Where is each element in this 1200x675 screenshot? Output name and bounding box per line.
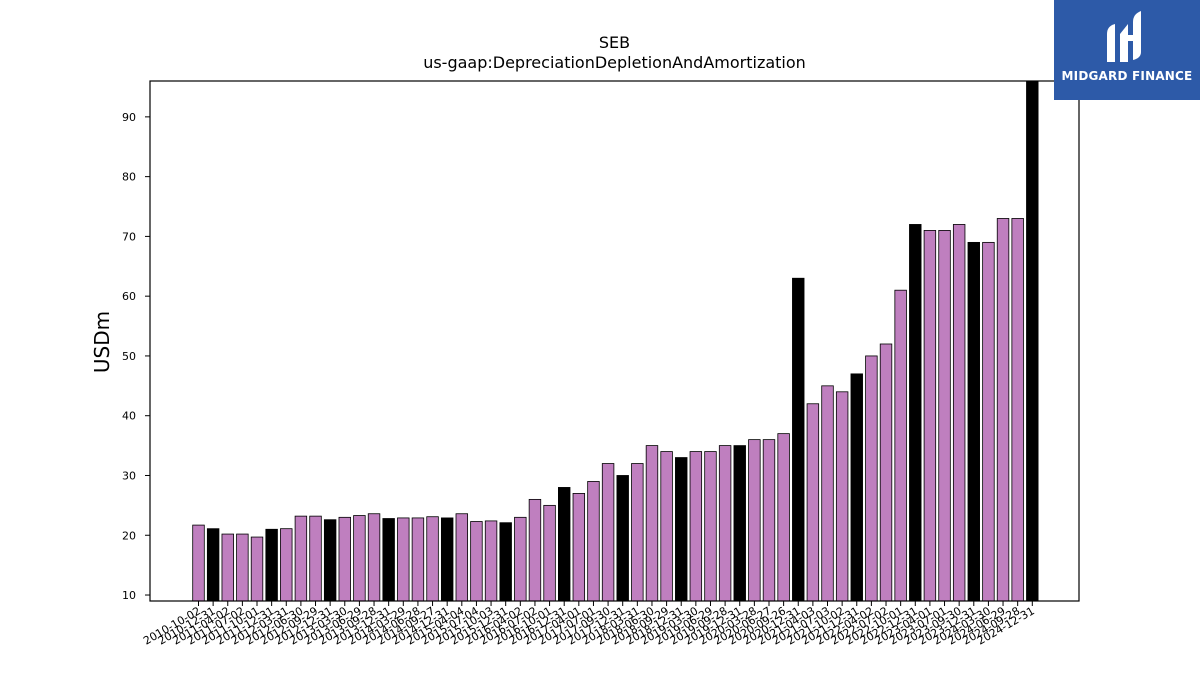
bar-2024-09-28: [1011, 218, 1024, 602]
y-tick-label: 50: [122, 350, 136, 363]
bar-2014-09-27: [426, 516, 439, 602]
bar-2015-10-03: [484, 520, 498, 602]
chart-title: SEB: [599, 33, 630, 52]
bar-2023-07-01: [938, 230, 951, 602]
y-tick-label: 30: [122, 469, 136, 482]
bar-2013-12-31: [382, 518, 395, 602]
bar-2018-09-29: [660, 451, 673, 602]
bar-2019-03-30: [689, 451, 703, 602]
bar-2012-06-30: [294, 515, 308, 602]
bar-2010-12-31: [206, 528, 220, 602]
bar-2020-12-31: [792, 277, 805, 602]
bar-2024-06-29: [996, 218, 1010, 602]
bar-2017-07-01: [587, 481, 600, 602]
bar-2011-07-02: [236, 533, 249, 602]
bar-2016-07-02: [528, 498, 542, 602]
bar-2019-06-29: [704, 451, 717, 602]
midgard-logo-icon: [1107, 11, 1141, 62]
bar-2018-03-31: [631, 463, 644, 602]
bar-2016-12-31: [558, 487, 571, 602]
y-tick-label: 40: [122, 410, 136, 423]
bar-2016-04-02: [514, 516, 527, 602]
plot-frame: [149, 80, 1080, 602]
bar-2022-07-02: [879, 343, 893, 602]
bar-2011-10-01: [250, 536, 264, 602]
bar-2023-09-30: [952, 224, 966, 602]
bar-2013-06-29: [353, 515, 366, 602]
bar-2013-03-30: [338, 516, 351, 602]
midgard-finance-logo: MIDGARD FINANCE: [1054, 0, 1200, 100]
bar-2017-04-01: [572, 493, 586, 602]
bar-2011-04-02: [221, 533, 234, 602]
bars-group: [192, 80, 1039, 602]
bar-2021-10-02: [835, 391, 849, 602]
bar-2021-04-03: [806, 403, 820, 602]
y-axis-label: USDm: [90, 311, 114, 373]
chart-subtitle: us-gaap:DepreciationDepletionAndAmortiza…: [423, 53, 806, 72]
bar-2022-12-31: [909, 224, 922, 602]
bar-2019-09-28: [718, 445, 732, 602]
bar-2021-12-31: [850, 373, 863, 602]
y-tick-label: 10: [122, 589, 136, 602]
bar-2021-07-03: [821, 385, 834, 602]
y-tick-label: 80: [122, 171, 136, 184]
y-tick-label: 90: [122, 111, 136, 124]
bar-2010-10-02: [192, 524, 205, 602]
bar-2018-12-31: [675, 457, 688, 602]
bar-2022-10-01: [894, 289, 907, 602]
y-tick-label: 70: [122, 230, 136, 243]
bar-2015-04-04: [455, 513, 469, 602]
bar-2023-12-31: [967, 241, 980, 602]
bar-2013-09-28: [367, 513, 381, 602]
y-ticks-group: 10 20 30 40 50 60 70 80 90: [122, 111, 150, 602]
bar-2015-07-04: [470, 521, 483, 602]
bar-2015-12-31: [499, 522, 512, 602]
bar-2022-04-02: [865, 355, 878, 602]
bar-2012-09-29: [309, 515, 322, 602]
bar-2011-12-31: [265, 528, 278, 602]
bar-2024-12-31: [1026, 80, 1039, 602]
bar-2012-12-31: [323, 519, 337, 602]
bar-2020-03-28: [748, 439, 761, 602]
bar-2017-09-30: [601, 463, 615, 602]
bar-2020-09-26: [777, 433, 790, 602]
bar-2023-04-01: [923, 230, 937, 602]
bar-2017-12-31: [616, 475, 629, 602]
bar-2018-06-30: [645, 445, 659, 602]
x-ticks-group: 2010-10-022010-12-312011-04-022011-07-02…: [141, 601, 1037, 648]
bar-2019-12-31: [733, 445, 746, 602]
bar-2016-10-01: [543, 504, 556, 602]
bar-2024-03-30: [982, 241, 995, 602]
logo-text: MIDGARD FINANCE: [1061, 69, 1193, 83]
bar-2014-12-31: [440, 517, 454, 602]
y-tick-label: 20: [122, 529, 136, 542]
bar-2012-03-31: [280, 528, 293, 602]
y-tick-label: 60: [122, 290, 136, 303]
bar-2020-06-27: [762, 439, 776, 602]
bar-2014-03-29: [397, 517, 410, 602]
bar-2014-06-28: [411, 517, 425, 602]
